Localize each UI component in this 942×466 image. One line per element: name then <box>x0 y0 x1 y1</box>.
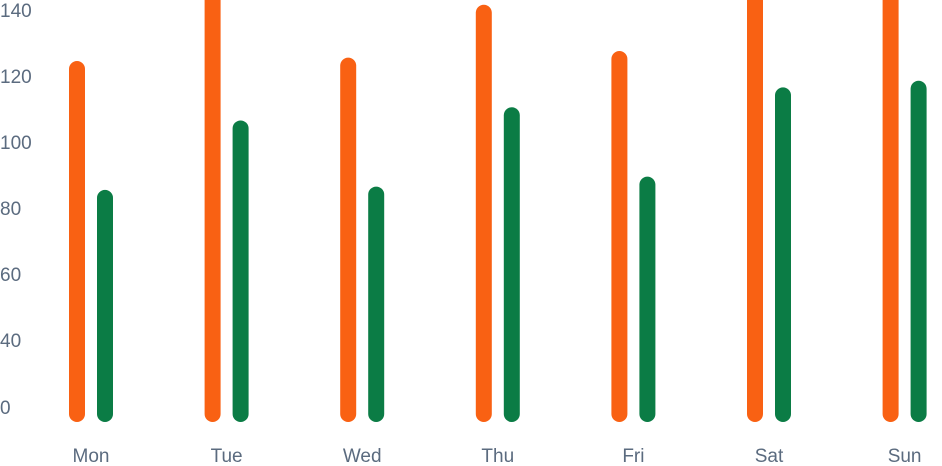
bar-mon-series-1 <box>69 60 85 422</box>
bar-tue-series-1 <box>204 0 221 422</box>
x-axis: Mon Tue Wed Thu Fri Sat Sun <box>73 446 922 466</box>
bar-fri-series-2 <box>639 176 656 422</box>
bar-fri-series-1 <box>611 51 628 423</box>
bar-mon-series-2 <box>97 189 113 422</box>
bar-thu-series-1 <box>475 4 492 422</box>
bar-sat-series-2 <box>775 87 791 422</box>
x-tick-label-sat: Sat <box>755 446 784 466</box>
y-tick-label: 120 <box>0 67 32 88</box>
y-tick-label: 0 <box>0 398 11 419</box>
bar-wed-series-2 <box>368 186 385 422</box>
x-tick-label-sun: Sun <box>888 446 922 466</box>
x-tick-label-fri: Fri <box>622 446 644 466</box>
bar-wed-series-1 <box>340 57 357 423</box>
y-tick-label: 100 <box>0 133 32 154</box>
y-tick-label: 40 <box>0 331 21 352</box>
bar-tue-series-2 <box>232 120 249 422</box>
bar-sat-series-1 <box>747 0 763 422</box>
x-tick-label-mon: Mon <box>73 446 110 466</box>
bar-sun-series-1 <box>882 0 899 422</box>
x-tick-label-thu: Thu <box>481 446 514 466</box>
x-tick-label-tue: Tue <box>211 446 243 466</box>
bars <box>69 0 927 423</box>
bar-thu-series-2 <box>503 107 520 423</box>
bar-sun-series-2 <box>910 80 927 423</box>
x-tick-label-wed: Wed <box>343 446 382 466</box>
y-tick-label: 60 <box>0 265 21 286</box>
y-tick-label: 140 <box>0 1 32 22</box>
y-tick-label: 80 <box>0 199 21 220</box>
y-axis: 0 40 60 80 100 120 140 <box>0 1 32 419</box>
